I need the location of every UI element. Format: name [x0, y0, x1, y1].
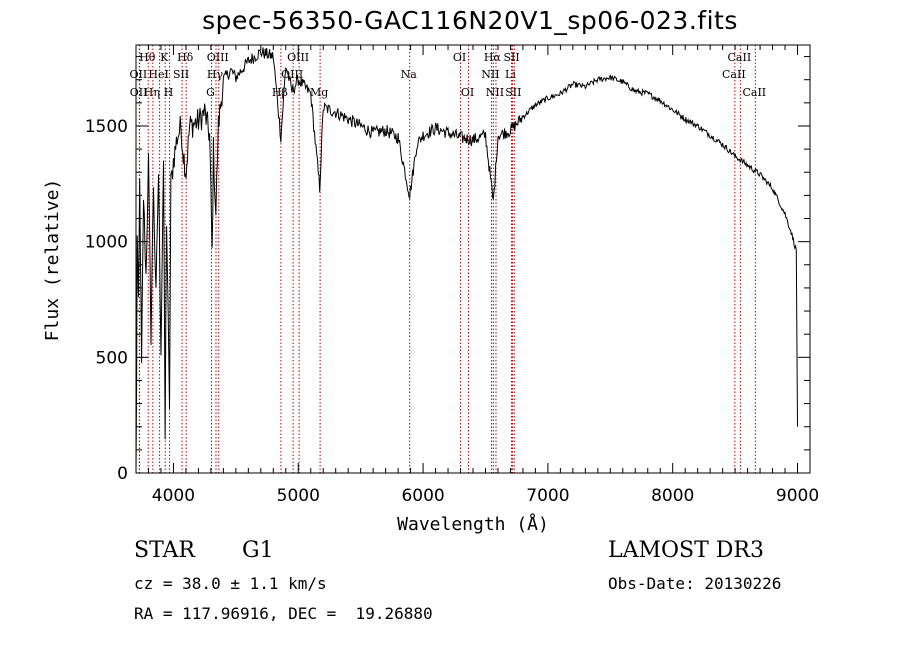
y-tick-label: 1000: [85, 233, 128, 253]
y-tick-label: 1500: [85, 117, 128, 137]
line-label: Hη: [144, 86, 160, 99]
survey-name: LAMOST DR3: [608, 538, 764, 563]
line-label: NII: [486, 86, 504, 99]
line-label: Mg: [310, 86, 328, 99]
x-tick-label: 7000: [526, 486, 569, 506]
line-label: OII: [130, 86, 148, 99]
y-tick-label: 500: [96, 348, 128, 368]
x-tick-label: 5000: [277, 486, 320, 506]
y-axis: 0 500 1000 1500: [85, 56, 810, 484]
chart-title: spec-56350-GAC116N20V1_sp06-023.fits: [202, 6, 738, 35]
line-label: Li: [505, 68, 516, 81]
line-label: OIII: [207, 51, 229, 64]
line-label: NII: [481, 68, 499, 81]
object-subclass: G1: [242, 538, 274, 563]
line-label: SII: [505, 86, 521, 99]
line-label: K: [160, 51, 169, 64]
x-tick-label: 6000: [401, 486, 444, 506]
line-markers: [138, 45, 756, 473]
x-axis: 4000 5000 6000 7000 8000 9000: [147, 45, 819, 506]
observation-date: Obs-Date: 20130226: [608, 574, 782, 593]
line-label: Na: [401, 68, 418, 81]
line-label: Hγ: [207, 68, 224, 81]
line-label: Hβ: [272, 86, 288, 99]
x-axis-label: Wavelength (Å): [397, 513, 549, 535]
line-label: OII: [130, 68, 148, 81]
line-label: CaII: [742, 86, 766, 99]
line-label: CaII: [722, 68, 746, 81]
line-label: G: [206, 86, 215, 99]
line-label: OIII: [287, 51, 309, 64]
line-label: OI: [461, 86, 474, 99]
line-label: HeI: [148, 68, 168, 81]
y-tick-label: 0: [117, 464, 128, 484]
line-label: SII: [503, 51, 519, 64]
line-label: OI: [453, 51, 466, 64]
line-label: SII: [173, 68, 189, 81]
line-label: Hδ: [177, 51, 194, 64]
redshift-readout: cz = 38.0 ± 1.1 km/s: [134, 574, 327, 593]
x-tick-label: 4000: [152, 486, 195, 506]
x-tick-label: 9000: [776, 486, 819, 506]
y-axis-label: Flux (relative): [42, 179, 63, 342]
line-label: CaII: [728, 51, 752, 64]
object-class: STAR: [134, 538, 195, 563]
line-label: Hα: [484, 51, 502, 64]
spectrum-line: [135, 47, 798, 474]
coordinates-readout: RA = 117.96916, DEC = 19.26880: [134, 604, 433, 623]
line-label: Hθ: [139, 51, 156, 64]
line-label: H: [164, 86, 174, 99]
x-tick-label: 8000: [651, 486, 694, 506]
plot-frame: [135, 44, 811, 474]
